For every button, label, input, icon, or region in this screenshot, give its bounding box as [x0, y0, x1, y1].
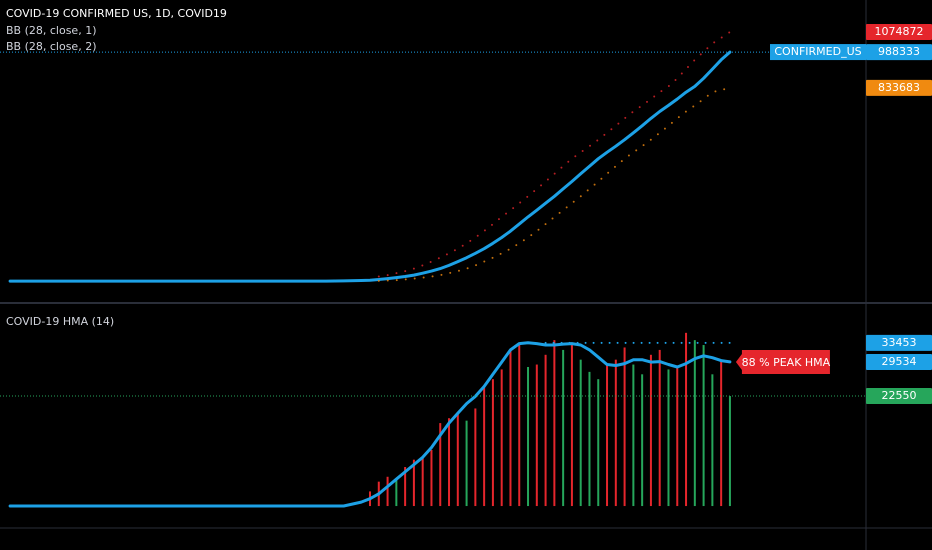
- legend-entry: BB (28, close, 1): [6, 24, 97, 37]
- bar: [667, 369, 670, 507]
- series-name-label: CONFIRMED_US: [774, 45, 861, 58]
- bar: [412, 459, 415, 507]
- bar: [632, 364, 635, 507]
- series-name-box: [770, 44, 866, 61]
- bar: [693, 340, 696, 507]
- bar: [456, 413, 459, 507]
- bar: [439, 423, 442, 507]
- bar: [386, 476, 389, 507]
- bar: [702, 345, 705, 507]
- legend-entry: BB (28, close, 2): [6, 40, 97, 53]
- bar: [614, 359, 617, 507]
- value-label-box: [866, 388, 932, 405]
- bar: [649, 354, 652, 507]
- bar: [570, 345, 573, 507]
- bar: [553, 340, 556, 507]
- value-label: 1074872: [875, 25, 924, 38]
- bar: [676, 366, 679, 507]
- bar: [658, 349, 661, 507]
- marks: [0, 31, 866, 508]
- bar: [509, 349, 512, 507]
- value-label-box: [866, 79, 932, 96]
- bar: [588, 371, 591, 507]
- bar: [720, 359, 723, 507]
- chart-title: COVID-19 CONFIRMED US, 1D, COVID19: [6, 7, 227, 20]
- bar: [535, 364, 538, 507]
- bar: [597, 379, 600, 507]
- bar: [562, 349, 565, 507]
- bar: [483, 386, 486, 507]
- bar: [527, 366, 530, 507]
- value-label-box: [866, 334, 932, 351]
- bar: [728, 396, 731, 507]
- annotation-box: [735, 349, 830, 374]
- value-label: 29534: [882, 355, 917, 368]
- series-line: [377, 31, 731, 278]
- series-line: [8, 50, 732, 283]
- bar: [500, 369, 503, 507]
- bar: [421, 457, 424, 507]
- value-label: 22550: [882, 389, 917, 402]
- series-line: [377, 86, 731, 282]
- bar: [711, 374, 714, 507]
- value-label: 33453: [882, 336, 917, 349]
- bar: [491, 379, 494, 507]
- bar: [606, 364, 609, 507]
- annotation: 88 % PEAK HMA: [742, 356, 831, 369]
- value-label: 988333: [878, 45, 920, 58]
- bar: [448, 418, 451, 507]
- bar: [685, 332, 688, 507]
- bar: [474, 408, 477, 507]
- bar: [430, 449, 433, 507]
- series-line: [8, 341, 732, 508]
- bar: [518, 345, 521, 507]
- bar: [641, 374, 644, 507]
- labels: CONFIRMED_US 988333 1074872 833683 33453 2953…: [735, 24, 932, 405]
- bar: [465, 420, 468, 507]
- bar: [395, 479, 398, 507]
- value-label-box: [866, 353, 932, 370]
- bar: [579, 359, 582, 507]
- pane-title: COVID-19 HMA (14): [6, 315, 114, 328]
- value-label: 833683: [878, 81, 920, 94]
- value-label-box: [866, 24, 932, 41]
- bar: [404, 467, 407, 507]
- value-label-box: [866, 44, 932, 61]
- bar: [623, 347, 626, 507]
- bar: [544, 354, 547, 507]
